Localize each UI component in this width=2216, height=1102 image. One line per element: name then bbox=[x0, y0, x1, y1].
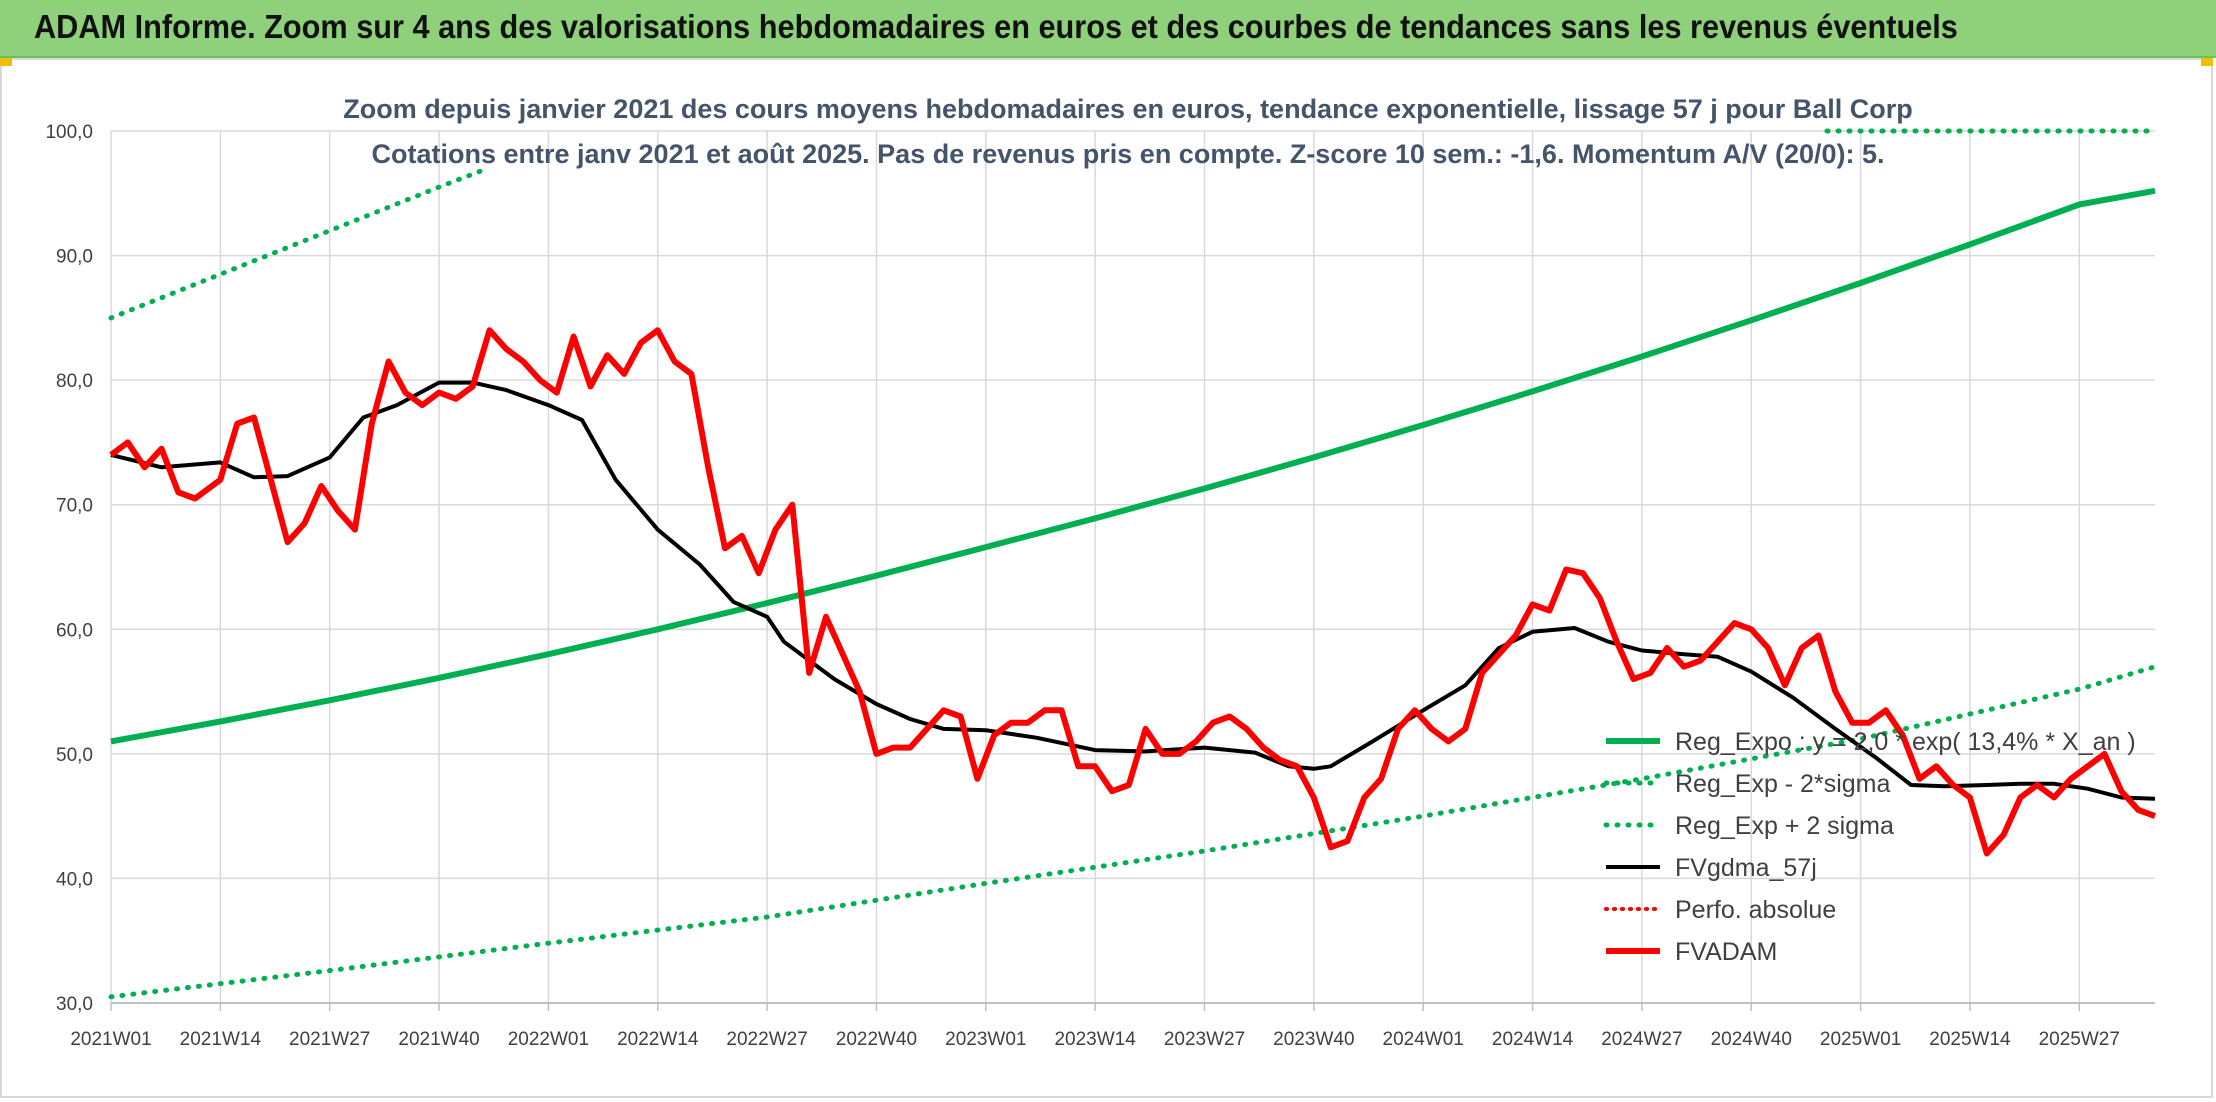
x-tick-label: 2022W01 bbox=[508, 1029, 589, 1050]
x-tick-label: 2022W14 bbox=[617, 1029, 699, 1050]
y-axis: 30,0 40,0 50,0 60,0 70,0 80,0 90,0 100,0 bbox=[45, 122, 93, 1015]
chart-title-line1: Zoom depuis janvier 2021 des cours moyen… bbox=[343, 94, 1913, 124]
corner-marker-left bbox=[0, 58, 12, 66]
y-tick-label: 70,0 bbox=[56, 496, 93, 517]
legend-label-perfo: Perfo. absolue bbox=[1675, 896, 1836, 924]
x-tick-label: 2021W14 bbox=[180, 1029, 262, 1050]
legend-label-upper: Reg_Exp + 2 sigma bbox=[1675, 812, 1894, 840]
x-tick-label: 2022W40 bbox=[836, 1029, 917, 1050]
y-tick-label: 100,0 bbox=[45, 122, 93, 143]
y-tick-label: 50,0 bbox=[56, 745, 93, 766]
corner-marker-right bbox=[2201, 58, 2213, 66]
series-lower-band bbox=[108, 664, 2158, 1000]
legend-label-lower: Reg_Exp - 2*sigma bbox=[1675, 770, 1890, 798]
series-group bbox=[108, 128, 2158, 1000]
chart-frame bbox=[0, 58, 2213, 1098]
series-upper-band bbox=[108, 168, 484, 321]
x-tick-label: 2023W01 bbox=[945, 1029, 1026, 1050]
x-tick-label: 2025W27 bbox=[2039, 1029, 2120, 1050]
x-axis: 2021W01 2021W14 2021W27 2021W40 2022W01 2022W… bbox=[70, 1029, 2120, 1050]
chart-title-line2: Cotations entre janv 2021 et août 2025. … bbox=[371, 139, 1884, 169]
x-tick-label: 2023W14 bbox=[1054, 1029, 1136, 1050]
x-tick-label: 2025W01 bbox=[1820, 1029, 1901, 1050]
legend-label-fvgdma: FVgdma_57j bbox=[1675, 854, 1817, 882]
x-tick-label: 2024W27 bbox=[1601, 1029, 1682, 1050]
x-tick-label: 2025W14 bbox=[1929, 1029, 2011, 1050]
x-tick-label: 2024W01 bbox=[1383, 1029, 1464, 1050]
series-fvgdma-line bbox=[110, 380, 2156, 801]
y-tick-label: 80,0 bbox=[56, 371, 93, 392]
y-tick-label: 30,0 bbox=[56, 994, 93, 1015]
x-tick-label: 2024W14 bbox=[1492, 1029, 1574, 1050]
x-tick-label: 2023W40 bbox=[1273, 1029, 1354, 1050]
x-tick-label: 2021W40 bbox=[398, 1029, 479, 1050]
series-fvadam-line bbox=[109, 327, 2157, 857]
top-banner: ADAM Informe. Zoom sur 4 ans des valoris… bbox=[0, 0, 2216, 58]
x-tick-label: 2021W01 bbox=[70, 1029, 151, 1050]
x-tick-label: 2021W27 bbox=[289, 1029, 370, 1050]
gridlines bbox=[110, 130, 2155, 1011]
legend-label-fvadam: FVADAM bbox=[1675, 938, 1777, 966]
x-tick-label: 2022W27 bbox=[726, 1029, 807, 1050]
legend-label-trend: Reg_Expo : y = 2,0 * exp( 13,4% * X_an ) bbox=[1675, 728, 2136, 756]
y-tick-label: 90,0 bbox=[56, 247, 93, 268]
banner-title: ADAM Informe. Zoom sur 4 ans des valoris… bbox=[34, 8, 1958, 45]
series-trend-line bbox=[110, 187, 2156, 745]
x-tick-label: 2024W40 bbox=[1711, 1029, 1792, 1050]
x-tick-label: 2023W27 bbox=[1164, 1029, 1245, 1050]
y-tick-label: 40,0 bbox=[56, 869, 93, 890]
y-tick-label: 60,0 bbox=[56, 620, 93, 641]
legend: Reg_Expo : y = 2,0 * exp( 13,4% * X_an )… bbox=[1603, 728, 2136, 966]
